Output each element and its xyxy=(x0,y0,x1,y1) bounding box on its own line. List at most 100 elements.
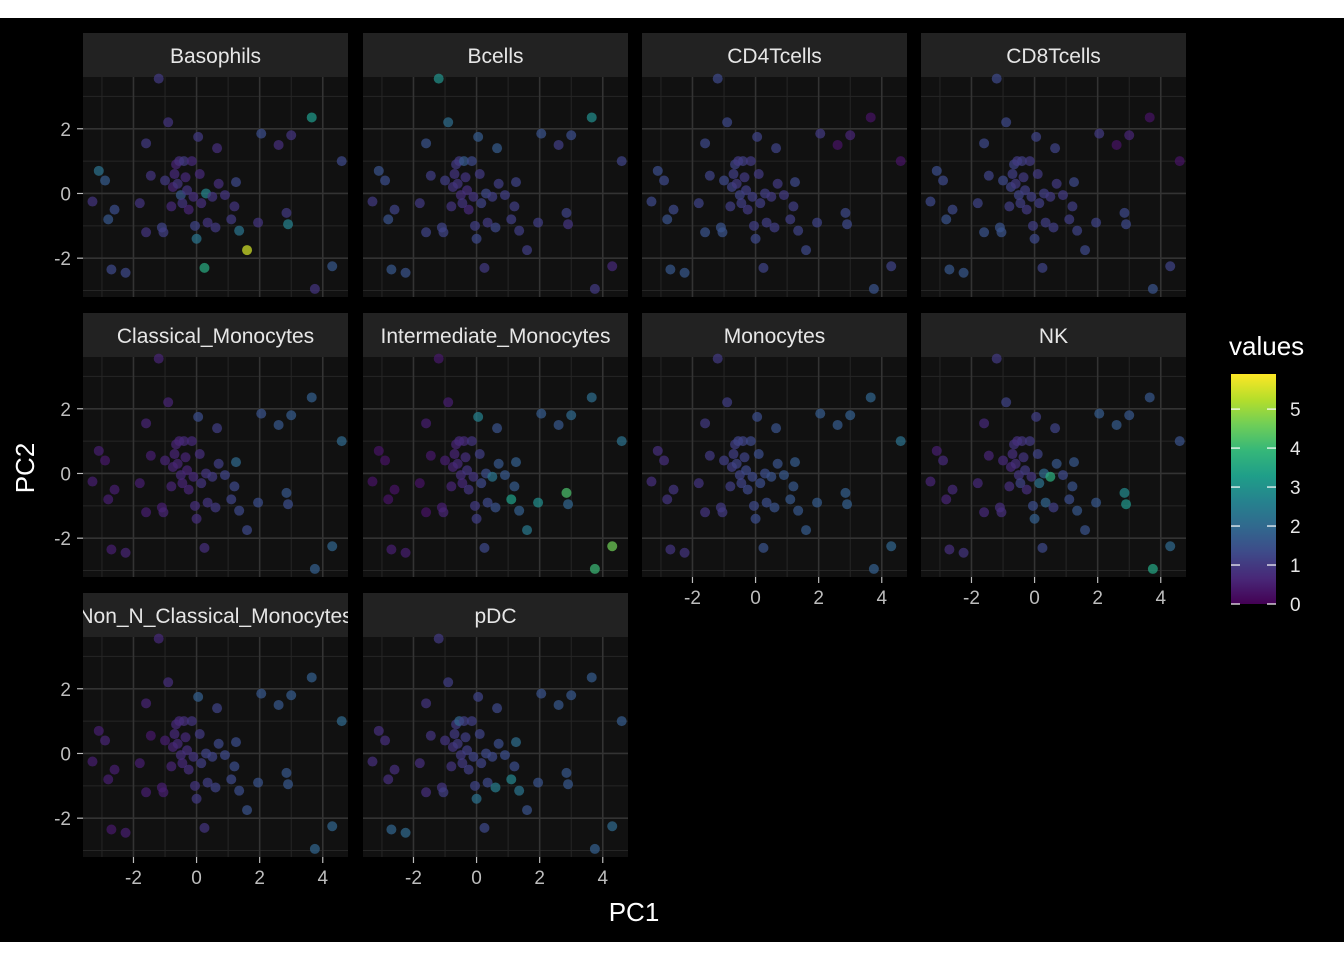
data-point xyxy=(1034,478,1045,489)
data-point xyxy=(616,436,627,447)
data-point xyxy=(256,128,267,139)
data-point xyxy=(474,449,485,460)
data-point xyxy=(742,204,753,215)
data-point xyxy=(1067,201,1078,212)
data-point xyxy=(979,227,990,238)
data-point xyxy=(471,793,482,804)
data-point xyxy=(646,476,657,487)
data-point xyxy=(509,481,520,492)
x-tick-label: 2 xyxy=(254,868,265,889)
facet-panel: Non_N_Classical_Monocytes xyxy=(78,593,352,857)
data-point xyxy=(421,418,432,429)
data-point xyxy=(607,821,618,832)
data-point xyxy=(306,392,317,403)
data-point xyxy=(665,544,676,555)
data-point xyxy=(1045,191,1056,202)
data-point xyxy=(87,196,98,207)
data-point xyxy=(134,758,145,769)
data-point xyxy=(812,217,823,228)
data-point xyxy=(226,494,237,505)
y-tick-label: 2 xyxy=(60,680,71,701)
data-point xyxy=(433,633,444,644)
data-point xyxy=(145,170,156,181)
data-point xyxy=(944,544,955,555)
data-point xyxy=(443,397,454,408)
facet-strip xyxy=(363,313,628,357)
data-point xyxy=(186,156,197,167)
data-point xyxy=(446,481,457,492)
data-point xyxy=(586,392,597,403)
data-point xyxy=(772,458,783,469)
data-point xyxy=(761,497,772,508)
data-point xyxy=(514,225,525,236)
data-point xyxy=(438,787,449,798)
data-point xyxy=(665,264,676,275)
data-point xyxy=(668,204,679,215)
data-point xyxy=(1111,419,1122,430)
data-point xyxy=(793,225,804,236)
data-point xyxy=(983,450,994,461)
data-point xyxy=(840,207,851,218)
data-point xyxy=(490,782,501,793)
data-point xyxy=(462,465,473,476)
data-point xyxy=(219,470,230,481)
data-point xyxy=(766,191,777,202)
data-point xyxy=(668,484,679,495)
data-point xyxy=(380,735,391,746)
data-point xyxy=(163,117,174,128)
data-point xyxy=(886,541,897,552)
data-point xyxy=(106,544,117,555)
data-point xyxy=(327,541,338,552)
data-point xyxy=(306,672,317,683)
data-point xyxy=(421,227,432,238)
data-point xyxy=(446,201,457,212)
data-point xyxy=(169,449,180,460)
data-point xyxy=(1051,178,1062,189)
data-point xyxy=(842,499,853,510)
data-point xyxy=(991,353,1002,364)
data-point xyxy=(158,227,169,238)
facet-panel: pDC xyxy=(363,593,628,857)
data-point xyxy=(219,750,230,761)
data-point xyxy=(1111,139,1122,150)
facet-label: Non_N_Classical_Monocytes xyxy=(78,605,352,628)
data-point xyxy=(769,222,780,233)
data-point xyxy=(186,716,197,727)
data-point xyxy=(700,227,711,238)
data-point xyxy=(511,737,522,748)
data-point xyxy=(188,751,199,762)
data-point xyxy=(1091,217,1102,228)
data-point xyxy=(731,458,742,469)
data-point xyxy=(380,175,391,186)
data-point xyxy=(1029,233,1040,244)
data-point xyxy=(400,267,411,278)
data-point xyxy=(210,782,221,793)
data-point xyxy=(522,805,533,816)
data-point xyxy=(425,170,436,181)
data-point xyxy=(460,732,471,743)
data-point xyxy=(1174,156,1185,167)
data-point xyxy=(145,730,156,741)
data-point xyxy=(283,499,294,510)
data-point xyxy=(194,729,205,740)
data-point xyxy=(400,547,411,558)
facet-label: Intermediate_Monocytes xyxy=(381,325,611,348)
data-point xyxy=(566,130,577,141)
data-point xyxy=(457,198,468,209)
data-point xyxy=(414,198,425,209)
data-point xyxy=(1119,487,1130,498)
facet-strip xyxy=(921,313,1186,357)
x-tick-label: -2 xyxy=(684,588,701,609)
x-tick-label: 2 xyxy=(813,588,824,609)
data-point xyxy=(745,436,756,447)
data-point xyxy=(141,418,152,429)
data-point xyxy=(731,178,742,189)
data-point xyxy=(801,525,812,536)
data-point xyxy=(972,478,983,489)
data-point xyxy=(242,525,253,536)
data-point xyxy=(476,478,487,489)
data-point xyxy=(286,690,297,701)
x-axis-title: PC1 xyxy=(609,897,660,927)
data-point xyxy=(983,170,994,181)
data-point xyxy=(425,450,436,461)
